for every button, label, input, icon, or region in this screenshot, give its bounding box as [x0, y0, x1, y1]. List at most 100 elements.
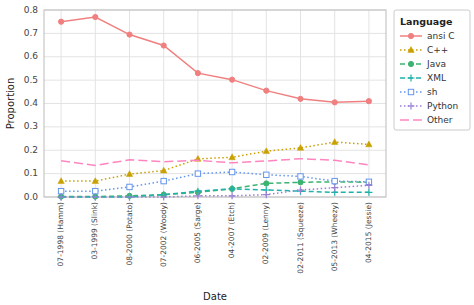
x-tick-label: 03-1999 (Slink) — [90, 202, 99, 260]
point — [92, 194, 99, 201]
point — [331, 184, 338, 191]
y-axis-label: Proportion — [5, 78, 16, 130]
legend-swatch — [400, 119, 422, 121]
legend-marker — [408, 75, 415, 82]
series-line — [61, 142, 369, 181]
point — [365, 189, 372, 196]
point — [127, 32, 132, 37]
point — [297, 186, 304, 193]
point — [297, 145, 303, 151]
legend: Language ansi C C++ Java XML sh Python Other — [394, 10, 470, 130]
y-tick-label: 0.3 — [24, 121, 38, 131]
point — [298, 96, 303, 101]
series — [61, 159, 369, 166]
point — [366, 141, 372, 147]
x-grid-line — [95, 10, 96, 197]
point — [366, 99, 371, 104]
legend-title: Language — [400, 16, 452, 27]
grid — [44, 10, 386, 197]
y-tick-label: 0.4 — [24, 98, 39, 108]
y-tick-label: 0.2 — [24, 145, 38, 155]
x-grid-line — [266, 10, 267, 197]
point — [59, 19, 64, 24]
point — [229, 169, 234, 174]
y-tick-label: 0.8 — [24, 5, 39, 15]
x-tick-label: 02-2009 (Lenny) — [261, 202, 270, 264]
axes: 0.0 0.1 0.2 0.3 0.4 0.5 0.6 0.7 0.8 07-1998 (Hamm… — [5, 5, 386, 303]
legend-label: Java — [426, 59, 446, 69]
point — [332, 139, 338, 145]
point — [195, 171, 200, 176]
point — [93, 188, 98, 193]
series-line — [61, 189, 369, 197]
series — [58, 185, 373, 200]
point — [92, 178, 98, 184]
plot-frame — [44, 10, 386, 197]
x-tick-label: 02-2011 (Squeeze) — [296, 202, 305, 274]
x-grid-line — [129, 10, 130, 197]
x-grid-line — [300, 10, 301, 197]
point — [127, 184, 132, 189]
point — [263, 148, 269, 154]
point — [160, 194, 167, 201]
point — [58, 178, 64, 184]
legend-marker — [408, 89, 413, 94]
y-tick-label: 0.1 — [24, 168, 38, 178]
plot-area — [58, 14, 373, 200]
series-line — [61, 159, 369, 166]
legend-label: Python — [427, 101, 458, 111]
legend-box — [394, 10, 470, 130]
legend-label: sh — [427, 87, 437, 97]
y-tick-label: 0.7 — [24, 28, 38, 38]
series — [58, 139, 372, 184]
legend-label: C++ — [427, 45, 448, 55]
legend-label: Other — [427, 115, 453, 125]
point — [298, 174, 303, 179]
point — [92, 194, 99, 201]
y-tick-label: 0.0 — [24, 192, 39, 202]
series — [58, 182, 373, 201]
point — [229, 192, 236, 199]
x-tick-label: 06-2005 (Sarge) — [193, 202, 202, 263]
series-line — [61, 182, 369, 197]
x-tick-label: 08-2000 (Potato) — [125, 202, 134, 266]
point — [161, 167, 167, 173]
legend-label: XML — [427, 73, 446, 83]
point — [161, 178, 166, 183]
point — [58, 194, 65, 201]
y-tick-label: 0.5 — [24, 75, 38, 85]
point — [195, 71, 200, 76]
y-tick-label: 0.6 — [24, 51, 39, 61]
point — [93, 14, 98, 19]
point — [229, 154, 235, 160]
x-tick-label: 07-1998 (Hamm) — [56, 202, 65, 266]
point — [161, 43, 166, 48]
x-grid-line — [61, 10, 62, 197]
point — [126, 194, 133, 201]
x-axis-label: Date — [203, 291, 227, 302]
point — [332, 178, 337, 183]
point — [263, 191, 270, 198]
point — [230, 186, 235, 191]
point — [126, 194, 133, 201]
x-grid-line — [197, 10, 198, 197]
point — [126, 171, 132, 177]
x-tick-label: 04-2015 (Jessie) — [364, 202, 373, 263]
point — [230, 77, 235, 82]
x-tick-label: 07-2002 (Woody) — [159, 202, 168, 267]
legend-marker — [408, 33, 413, 38]
series-line — [61, 17, 369, 102]
point — [58, 194, 65, 201]
legend-marker — [408, 47, 414, 53]
x-tick-label: 04-2007 (Etch) — [227, 202, 236, 258]
series — [58, 169, 371, 194]
point — [332, 179, 337, 184]
legend-marker — [408, 103, 415, 110]
point — [58, 188, 63, 193]
legend-marker — [408, 61, 413, 66]
series-line — [61, 172, 369, 191]
legend-label: ansi C — [427, 31, 455, 41]
series-line — [61, 185, 369, 197]
point — [365, 182, 372, 189]
chart: 0.0 0.1 0.2 0.3 0.4 0.5 0.6 0.7 0.8 07-1998 (Hamm… — [0, 0, 474, 305]
